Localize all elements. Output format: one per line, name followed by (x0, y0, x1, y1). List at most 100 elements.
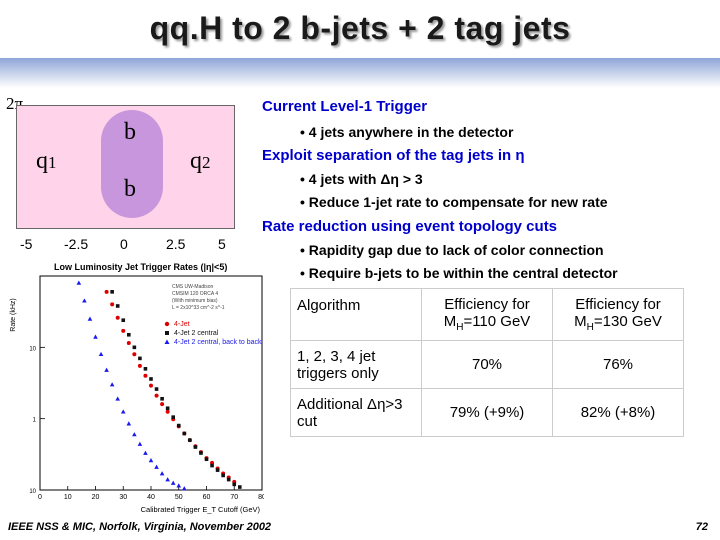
data-point-4jet-back-to-back (76, 280, 82, 285)
data-point-4jet-back-to-back (104, 367, 109, 372)
y-tick-label: 10 (29, 346, 36, 352)
data-point-4jet-central (215, 468, 220, 472)
data-point-4jet-back-to-back (165, 477, 170, 482)
data-point-4jet (132, 352, 137, 357)
data-point-4jet-central (221, 473, 225, 478)
y-axis-label: Rate (kHz) (10, 298, 17, 331)
x-tick-label: 50 (175, 494, 183, 501)
data-point-4jet-back-to-back (143, 450, 148, 455)
data-point-4jet-back-to-back (170, 480, 176, 485)
data-point-4jet (154, 393, 159, 398)
footer-conference: IEEE NSS & MIC, Norfolk, Virginia, Novem… (8, 521, 272, 533)
x-tick-label: 70 (230, 494, 238, 501)
data-point-4jet-back-to-back (82, 298, 87, 303)
chart-info-line: (With minimum bias) (172, 298, 218, 304)
data-point-4jet (115, 315, 120, 320)
data-point-4jet-back-to-back (120, 409, 126, 414)
data-point-4jet-back-to-back (159, 471, 165, 476)
b-jet-top-label: b (124, 119, 136, 145)
data-point-4jet-back-to-back (154, 464, 159, 469)
eta-tick-3: 2.5 (166, 236, 186, 252)
x-tick-label: 0 (38, 494, 42, 501)
data-point-4jet-central (204, 457, 209, 462)
data-point-4jet-central (232, 482, 237, 487)
data-point-4jet-central (127, 332, 131, 337)
legend-label: 4-Jet (174, 321, 190, 328)
data-point-4jet-central (138, 356, 142, 361)
row2-eff-110: 79% (+9%) (421, 388, 553, 437)
trigger-rate-chart: Low Luminosity Jet Trigger Rates (|η|<5)… (10, 262, 264, 514)
data-point-4jet-central (154, 387, 159, 391)
data-point-4jet-back-to-back (115, 396, 120, 401)
slide-title: qq.H to 2 b-jets + 2 tag jets (149, 10, 571, 46)
data-point-4jet (104, 289, 109, 294)
x-tick-label: 30 (119, 494, 127, 501)
bullet-delta-eta: • 4 jets with Δη > 3 (300, 171, 423, 187)
data-point-4jet-back-to-back (137, 441, 143, 446)
row1-eff-110: 70% (421, 340, 553, 389)
data-point-4jet-back-to-back (98, 351, 104, 357)
y-tick-label: 1 (33, 418, 37, 424)
header-eff-130-sub: H (586, 322, 594, 333)
efficiency-table: Algorithm Efficiency for MH=110 GeV Effi… (290, 288, 684, 437)
eta-tick-4: 5 (218, 236, 226, 252)
data-point-4jet-central (238, 485, 242, 489)
data-point-4jet-back-to-back (132, 432, 137, 437)
header-eff-110: Efficiency for MH=110 GeV (421, 288, 553, 341)
header-eff-110-mass: =110 GeV (463, 313, 531, 330)
row1-eff-130: 76% (552, 340, 684, 389)
data-point-4jet-back-to-back (87, 316, 93, 321)
data-point-4jet-central (210, 463, 214, 468)
data-point-4jet-back-to-back (176, 483, 182, 488)
data-point-4jet-central (176, 423, 181, 428)
data-point-4jet-central (193, 445, 198, 449)
bullet-reduce-rate: • Reduce 1-jet rate to compensate for ne… (300, 194, 608, 210)
data-point-4jet-back-to-back (148, 457, 154, 463)
heading-exploit-separation: Exploit separation of the tag jets in η (262, 147, 525, 164)
legend-marker-4jet-back-to-back (164, 339, 170, 344)
y-tick-label: 10 (29, 489, 36, 495)
bullet-b-jets-central: • Require b-jets to be within the centra… (300, 265, 618, 281)
data-point-4jet (165, 409, 170, 414)
q2-subscript: 2 (202, 153, 211, 172)
bullet-4-jets-anywhere: • 4 jets anywhere in the detector (300, 124, 514, 140)
data-point-4jet (110, 302, 115, 307)
data-point-4jet-central (171, 415, 175, 419)
data-point-4jet (143, 373, 148, 378)
x-axis-label: Calibrated Trigger E_T Cutoff (GeV) (141, 505, 261, 514)
data-point-4jet-back-to-back (182, 486, 187, 491)
chart-info-line: L = 2x10^33 cm^-2 s^-1 (172, 305, 225, 311)
header-eff-130: Efficiency for MH=130 GeV (552, 288, 684, 341)
eta-tick-0: -5 (20, 236, 33, 252)
data-point-4jet-central (188, 438, 192, 442)
header-eff-130-text: Efficiency for M (574, 296, 661, 330)
data-point-4jet-central (182, 431, 187, 436)
q2-letter: q (190, 148, 202, 174)
header-eff-130-mass: =130 GeV (593, 313, 662, 330)
legend-marker-4jet-central (165, 331, 169, 335)
x-tick-label: 20 (92, 494, 100, 501)
data-point-4jet-central (115, 304, 120, 308)
header-algorithm: Algorithm (290, 288, 422, 341)
heading-current-trigger: Current Level-1 Trigger (262, 98, 428, 115)
data-point-4jet (149, 383, 153, 388)
data-point-4jet-central (160, 396, 164, 401)
x-tick-label: 80 (258, 494, 264, 501)
tag-jet-q1-label: q1 (36, 148, 57, 175)
row2-algorithm: Additional Δη>3 cut (290, 388, 422, 437)
plot-frame (39, 275, 263, 491)
chart-title: Low Luminosity Jet Trigger Rates (|η|<5) (54, 262, 227, 272)
bullet-rapidity-gap: • Rapidity gap due to lack of color conn… (300, 242, 604, 258)
data-point-4jet-central (110, 290, 114, 294)
data-point-4jet-back-to-back (126, 421, 132, 426)
b-jet-region (101, 110, 163, 218)
data-point-4jet-central (226, 477, 231, 482)
data-point-4jet-central (149, 377, 153, 381)
row1-algorithm: 1, 2, 3, 4 jet triggers only (290, 340, 422, 389)
data-point-4jet (137, 363, 142, 368)
page-number: 72 (695, 521, 708, 533)
table-row: Additional Δη>3 cut 79% (+9%) 82% (+8%) (290, 388, 684, 437)
row2-eff-130: 82% (+8%) (552, 388, 684, 437)
q1-subscript: 1 (48, 153, 57, 172)
eta-tick-2: 0 (120, 236, 128, 252)
